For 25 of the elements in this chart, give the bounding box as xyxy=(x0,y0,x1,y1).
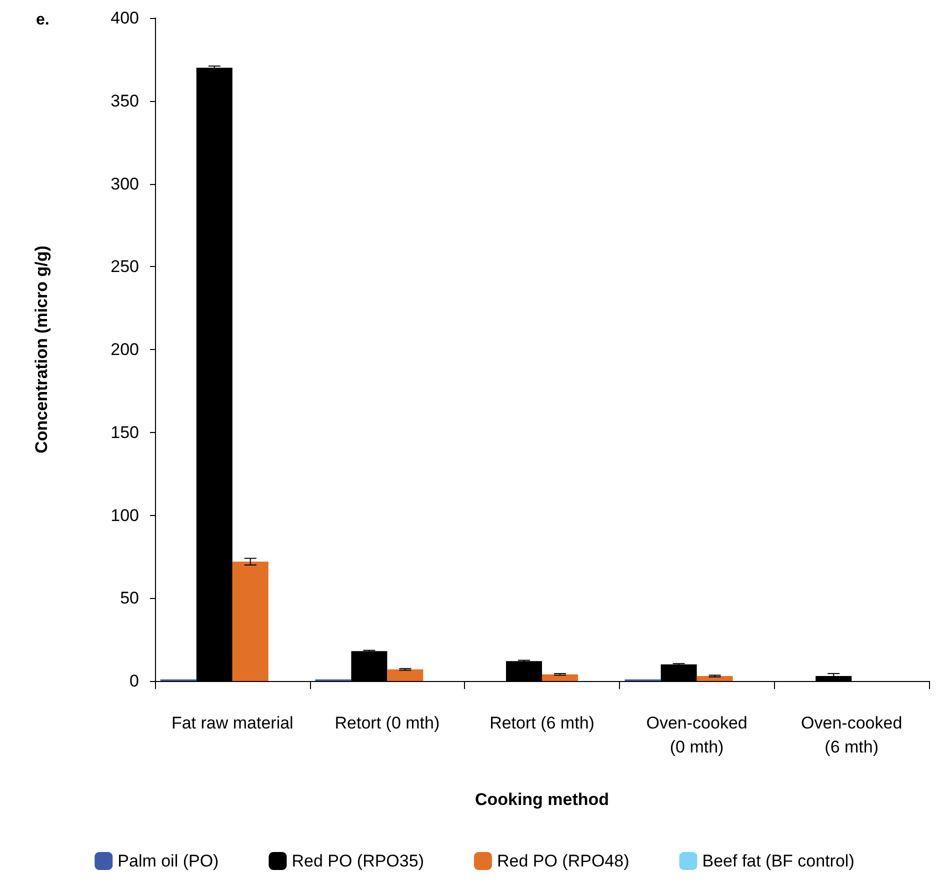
legend-label: Beef fat (BF control) xyxy=(702,852,854,870)
y-tick-label: 50 xyxy=(120,588,139,608)
text: e. xyxy=(36,12,50,28)
x-tick-label: Retort (0 mth) xyxy=(334,714,440,732)
y-tick-label: 0 xyxy=(130,672,139,690)
y-axis-title: Concentration (micro g/g) xyxy=(32,246,51,454)
bar xyxy=(542,674,578,681)
bar xyxy=(696,676,733,681)
x-tick-label: Retort (6 mth) xyxy=(490,714,594,732)
x-tick-label: Fat raw material xyxy=(171,714,294,732)
y-tick-label: 400 xyxy=(110,8,139,28)
y-tick-label: 200 xyxy=(110,340,139,359)
y-tick-label: 250 xyxy=(110,257,139,276)
x-axis-title: Cooking method xyxy=(474,790,610,809)
y-tick-label: 300 xyxy=(110,174,139,194)
x-tick-label: Oven-cooked (6 mth) xyxy=(801,714,902,756)
y-tick-label: 350 xyxy=(110,91,139,110)
bar xyxy=(387,669,424,681)
x-tick-label: Oven-cooked (0 mth) xyxy=(646,714,748,756)
legend-label: Palm oil (PO) xyxy=(118,852,219,870)
legend-label: Red PO (RPO48) xyxy=(496,852,630,870)
y-tick-label: 100 xyxy=(110,506,139,525)
legend-label: Red PO (RPO35) xyxy=(292,852,424,870)
bar xyxy=(232,562,268,681)
y-tick-label: 150 xyxy=(110,422,139,442)
